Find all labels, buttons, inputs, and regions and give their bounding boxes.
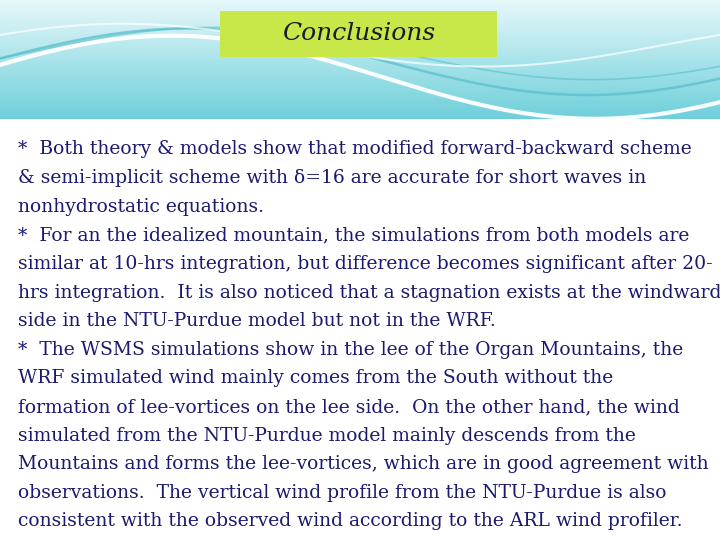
- Bar: [0, 56, 720, 58]
- Text: side in the NTU-Purdue model but not in the WRF.: side in the NTU-Purdue model but not in …: [18, 312, 496, 330]
- Bar: [0, 43, 720, 45]
- Bar: [0, 8, 720, 9]
- Bar: [0, 55, 720, 56]
- Bar: [0, 18, 720, 19]
- Bar: [0, 83, 720, 85]
- Bar: [0, 34, 720, 36]
- Text: hrs integration.  It is also noticed that a stagnation exists at the windward: hrs integration. It is also noticed that…: [18, 284, 720, 301]
- Bar: [0, 82, 720, 83]
- Bar: [0, 77, 720, 79]
- Text: *  The WSMS simulations show in the lee of the Organ Mountains, the: * The WSMS simulations show in the lee o…: [18, 341, 683, 359]
- Bar: [0, 73, 720, 74]
- Bar: [0, 3, 720, 4]
- Text: *  For an the idealized mountain, the simulations from both models are: * For an the idealized mountain, the sim…: [18, 226, 689, 244]
- Bar: [0, 62, 720, 64]
- Bar: [0, 104, 720, 105]
- Bar: [0, 48, 720, 49]
- Bar: [0, 80, 720, 82]
- Bar: [0, 32, 720, 34]
- Bar: [0, 58, 720, 59]
- Bar: [0, 97, 720, 98]
- Text: observations.  The vertical wind profile from the NTU-Purdue is also: observations. The vertical wind profile …: [18, 484, 667, 502]
- Bar: [0, 114, 720, 116]
- Bar: [0, 4, 720, 6]
- Bar: [0, 107, 720, 109]
- Text: formation of lee-vortices on the lee side.  On the other hand, the wind: formation of lee-vortices on the lee sid…: [18, 398, 680, 416]
- Bar: [0, 92, 720, 93]
- Bar: [0, 40, 720, 42]
- Bar: [0, 46, 720, 48]
- Bar: [0, 116, 720, 117]
- Bar: [0, 89, 720, 91]
- Bar: [0, 52, 720, 53]
- Bar: [0, 0, 720, 2]
- Bar: [0, 19, 720, 21]
- Bar: [0, 79, 720, 80]
- Bar: [0, 110, 720, 111]
- Bar: [0, 74, 720, 76]
- Bar: [0, 12, 720, 14]
- Bar: [0, 25, 720, 26]
- Bar: [0, 103, 720, 104]
- Bar: [0, 61, 720, 62]
- Bar: [0, 68, 720, 70]
- Bar: [0, 111, 720, 113]
- Bar: [0, 91, 720, 92]
- Bar: [0, 16, 720, 18]
- Bar: [0, 95, 720, 97]
- Text: Conclusions: Conclusions: [282, 22, 435, 45]
- Bar: [0, 99, 720, 101]
- Bar: [0, 10, 720, 12]
- Bar: [0, 38, 720, 40]
- Bar: [0, 45, 720, 46]
- Bar: [0, 76, 720, 77]
- Bar: [0, 71, 720, 73]
- Text: consistent with the observed wind according to the ARL wind profiler.: consistent with the observed wind accord…: [18, 512, 683, 530]
- Bar: [220, 11, 497, 57]
- Text: WRF simulated wind mainly comes from the South without the: WRF simulated wind mainly comes from the…: [18, 369, 613, 387]
- Bar: [0, 59, 720, 61]
- Text: & semi-implicit scheme with δ=16 are accurate for short waves in: & semi-implicit scheme with δ=16 are acc…: [18, 169, 647, 187]
- Text: simulated from the NTU-Purdue model mainly descends from the: simulated from the NTU-Purdue model main…: [18, 427, 636, 444]
- Bar: [0, 14, 720, 15]
- Bar: [0, 65, 720, 67]
- Bar: [0, 42, 720, 43]
- Bar: [0, 6, 720, 8]
- Bar: [0, 113, 720, 114]
- Bar: [0, 53, 720, 55]
- Bar: [0, 101, 720, 103]
- Bar: [0, 105, 720, 107]
- Bar: [0, 22, 720, 24]
- Bar: [0, 21, 720, 22]
- Bar: [0, 37, 720, 38]
- Text: *  Both theory & models show that modified forward-backward scheme: * Both theory & models show that modifie…: [18, 140, 692, 158]
- Bar: [0, 64, 720, 65]
- Bar: [0, 50, 720, 52]
- Bar: [0, 2, 720, 3]
- Text: Mountains and forms the lee-vortices, which are in good agreement with: Mountains and forms the lee-vortices, wh…: [18, 455, 708, 473]
- Text: similar at 10-hrs integration, but difference becomes significant after 20-: similar at 10-hrs integration, but diffe…: [18, 255, 713, 273]
- Bar: [0, 36, 720, 37]
- Bar: [0, 86, 720, 87]
- Bar: [0, 30, 720, 31]
- Bar: [0, 26, 720, 28]
- Bar: [0, 117, 720, 119]
- Bar: [0, 85, 720, 86]
- Bar: [0, 31, 720, 32]
- Bar: [0, 15, 720, 16]
- Bar: [0, 98, 720, 99]
- Bar: [0, 67, 720, 68]
- Bar: [0, 70, 720, 71]
- Bar: [0, 24, 720, 25]
- Bar: [0, 49, 720, 50]
- Bar: [0, 28, 720, 30]
- Bar: [0, 9, 720, 10]
- Text: nonhydrostatic equations.: nonhydrostatic equations.: [18, 198, 264, 215]
- Bar: [0, 93, 720, 95]
- Bar: [0, 109, 720, 110]
- Bar: [0, 87, 720, 89]
